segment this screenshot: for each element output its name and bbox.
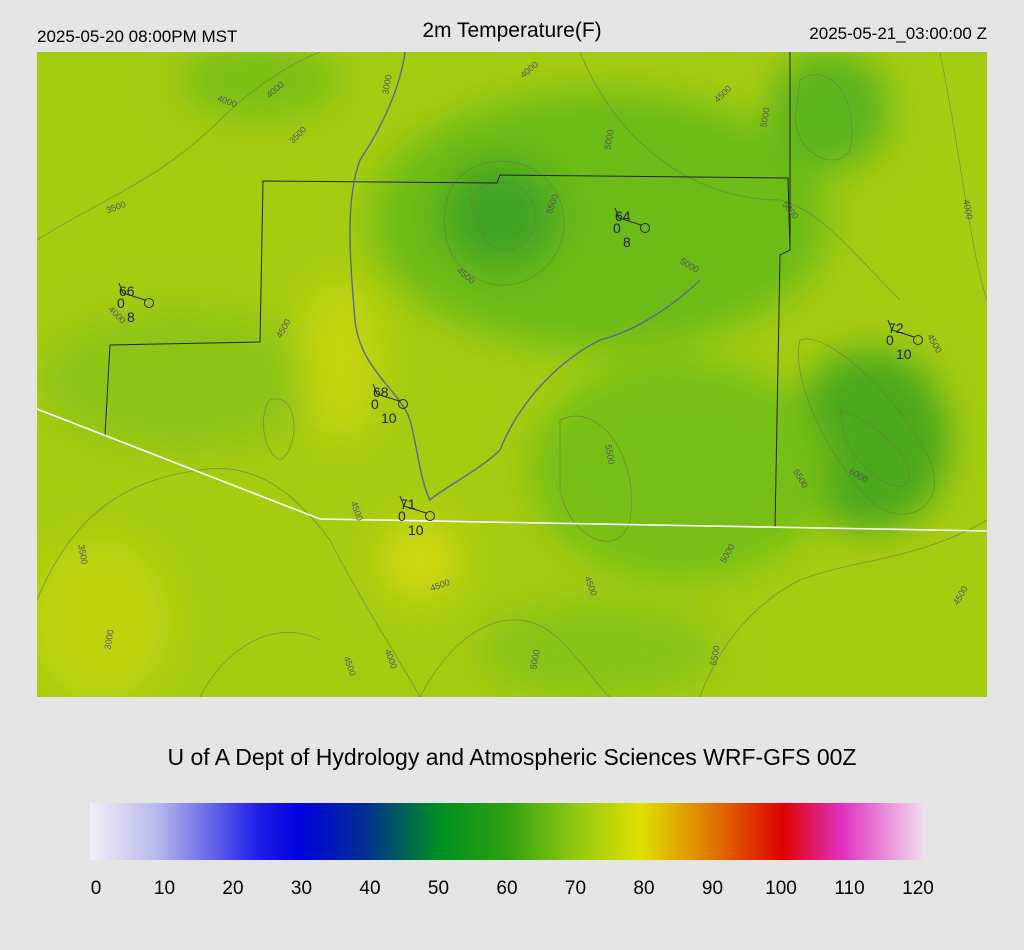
contour-label: 3500 bbox=[76, 544, 89, 565]
temperature-field bbox=[37, 52, 950, 697]
wind-barb bbox=[887, 319, 893, 331]
colorbar bbox=[90, 803, 925, 860]
station-marker bbox=[913, 335, 923, 345]
station-wind: 8 bbox=[127, 309, 135, 325]
station-value: 0 bbox=[371, 396, 379, 412]
colorbar-tick-label: 120 bbox=[902, 878, 934, 899]
station-temperature: 72 bbox=[888, 320, 904, 336]
colorbar-tick-label: 110 bbox=[834, 878, 864, 899]
wind-barb bbox=[376, 393, 400, 402]
station-value: 0 bbox=[886, 332, 894, 348]
colorbar-tick-label: 90 bbox=[702, 878, 723, 899]
colorbar-tick-label: 80 bbox=[633, 878, 654, 899]
station-value: 0 bbox=[117, 295, 125, 311]
station-temperature: 68 bbox=[373, 384, 389, 400]
wind-barb bbox=[891, 329, 915, 338]
colorbar-tick-label: 10 bbox=[154, 878, 175, 899]
station-temperature: 64 bbox=[615, 208, 631, 224]
contour-label: 4000 bbox=[961, 199, 974, 220]
station-value: 0 bbox=[613, 220, 621, 236]
contours bbox=[37, 52, 987, 697]
header-left: 2025-05-20 08:00PM MST bbox=[37, 27, 237, 46]
header-right: 2025-05-21_03:00:00 Z bbox=[809, 24, 987, 43]
station-marker bbox=[425, 511, 435, 521]
station-temperature: 71 bbox=[400, 496, 416, 512]
station-temperature: 66 bbox=[119, 283, 135, 299]
station-value: 0 bbox=[398, 508, 406, 524]
colorbar-tick-label: 0 bbox=[91, 878, 102, 899]
station-wind: 10 bbox=[896, 346, 912, 362]
contour-label: 5500 bbox=[708, 645, 721, 666]
station-marker bbox=[640, 223, 650, 233]
colorbar-tick-label: 60 bbox=[496, 878, 517, 899]
title: 2m Temperature(F) bbox=[422, 19, 601, 42]
wind-barb bbox=[618, 217, 642, 226]
wind-barb bbox=[118, 282, 124, 294]
colorbar-tick-label: 20 bbox=[222, 878, 243, 899]
colorbar-ticks: 0 10 20 30 40 50 60 70 80 90 100 110 120 bbox=[91, 878, 934, 899]
colorbar-tick-label: 30 bbox=[291, 878, 312, 899]
contour-label: 3000 bbox=[102, 629, 115, 650]
station-marker bbox=[144, 298, 154, 308]
colorbar-tick-label: 50 bbox=[428, 878, 449, 899]
boundaries bbox=[37, 52, 987, 532]
colorbar-tick-label: 100 bbox=[765, 878, 797, 899]
wind-barb bbox=[614, 207, 620, 219]
wind-barb bbox=[403, 505, 427, 514]
contour-label: 3000 bbox=[380, 74, 393, 95]
wind-barb bbox=[399, 495, 405, 507]
contour-label: 5000 bbox=[602, 129, 615, 150]
station-wind: 10 bbox=[408, 522, 424, 538]
contour-label: 5000 bbox=[528, 649, 541, 670]
contour-label: 5000 bbox=[758, 107, 771, 128]
colorbar-tick-label: 70 bbox=[565, 878, 586, 899]
station-wind: 10 bbox=[381, 410, 397, 426]
wind-barb bbox=[372, 383, 378, 395]
footer: U of A Dept of Hydrology and Atmospheric… bbox=[167, 744, 856, 770]
contour-label: 5500 bbox=[603, 444, 616, 465]
colorbar-tick-label: 40 bbox=[359, 878, 380, 899]
wind-barb bbox=[122, 292, 146, 301]
station-marker bbox=[398, 399, 408, 409]
station-wind: 8 bbox=[623, 234, 631, 250]
